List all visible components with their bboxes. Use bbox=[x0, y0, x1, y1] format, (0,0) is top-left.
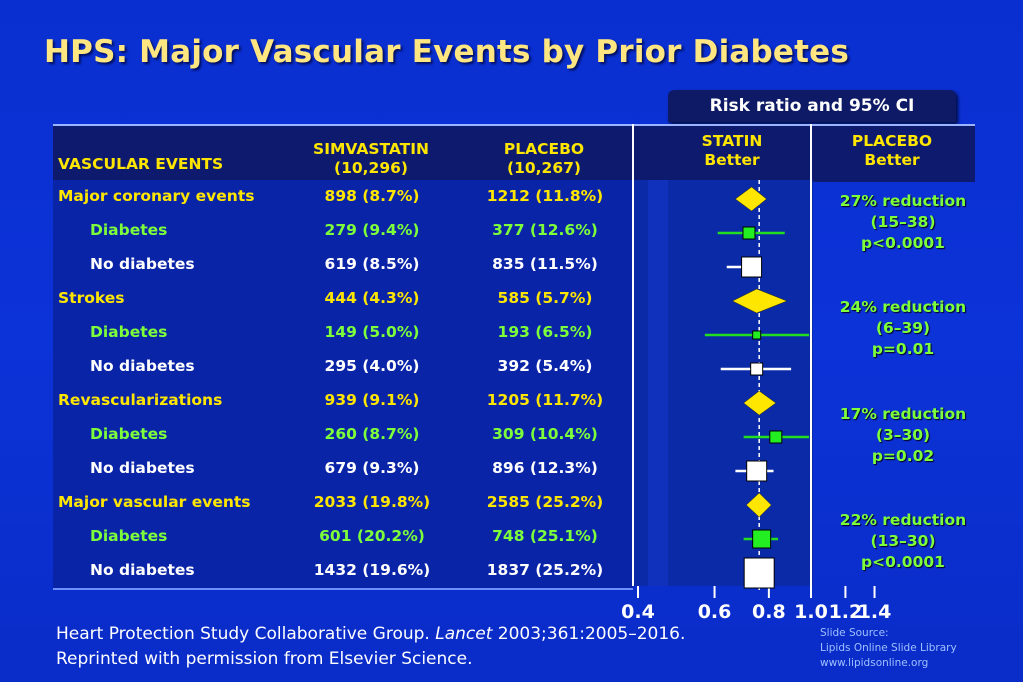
table-row bbox=[53, 282, 633, 316]
table-row bbox=[53, 248, 633, 282]
point-estimate bbox=[752, 330, 762, 340]
placebo-value: 835 (11.5%) bbox=[492, 255, 598, 273]
simvastatin-value: 279 (9.4%) bbox=[324, 221, 420, 239]
point-estimate bbox=[742, 226, 756, 240]
event-label: Revascularizations bbox=[58, 391, 223, 409]
annotation-coronary: 27% reduction (15–38) p<0.0001 bbox=[839, 192, 967, 252]
col-header-placebo-better: PLACEBO Better bbox=[851, 132, 933, 169]
simvastatin-value: 295 (4.0%) bbox=[324, 357, 420, 375]
simvastatin-value: 444 (4.3%) bbox=[324, 289, 420, 307]
table-row bbox=[53, 384, 633, 418]
slide-title: HPS: Major Vascular Events by Prior Diab… bbox=[44, 34, 850, 70]
event-label: Major coronary events bbox=[58, 187, 255, 205]
annotation-major-vascular: 22% reduction (13–30) p<0.0001 bbox=[839, 511, 967, 571]
placebo-value: 748 (25.1%) bbox=[492, 527, 598, 545]
col-header-events: VASCULAR EVENTS bbox=[58, 155, 224, 173]
simvastatin-value: 939 (9.1%) bbox=[324, 391, 420, 409]
simvastatin-value: 149 (5.0%) bbox=[324, 323, 420, 341]
simvastatin-value: 601 (20.2%) bbox=[319, 527, 425, 545]
x-tick-label: 1.2 bbox=[829, 601, 863, 623]
event-label: Diabetes bbox=[90, 221, 168, 239]
x-tick-label: 0.8 bbox=[752, 601, 786, 623]
placebo-value: 377 (12.6%) bbox=[492, 221, 598, 239]
event-label: Diabetes bbox=[90, 527, 168, 545]
placebo-value: 309 (10.4%) bbox=[492, 425, 598, 443]
placebo-value: 1837 (25.2%) bbox=[486, 561, 604, 579]
placebo-value: 193 (6.5%) bbox=[497, 323, 593, 341]
event-label: Strokes bbox=[58, 289, 125, 307]
table-header bbox=[53, 124, 975, 182]
ci-diamond bbox=[734, 186, 767, 212]
event-label: No diabetes bbox=[90, 255, 195, 273]
col-header-simvastatin: SIMVASTATIN (10,296) bbox=[313, 140, 429, 177]
table-row bbox=[53, 350, 633, 384]
point-estimate bbox=[769, 430, 783, 444]
simvastatin-value: 679 (9.3%) bbox=[324, 459, 420, 477]
placebo-value: 392 (5.4%) bbox=[497, 357, 593, 375]
placebo-value: 896 (12.3%) bbox=[492, 459, 598, 477]
event-label: No diabetes bbox=[90, 459, 195, 477]
x-tick-label: 1.4 bbox=[858, 601, 892, 623]
ci-diamond bbox=[731, 288, 788, 314]
placebo-value: 2585 (25.2%) bbox=[486, 493, 604, 511]
simvastatin-value: 1432 (19.6%) bbox=[313, 561, 431, 579]
x-tick-label: 1.0 bbox=[794, 601, 828, 623]
point-estimate bbox=[743, 557, 775, 589]
slide-source: Slide Source: Lipids Online Slide Librar… bbox=[820, 627, 957, 669]
point-estimate bbox=[746, 460, 768, 482]
placebo-value: 585 (5.7%) bbox=[497, 289, 593, 307]
table-row bbox=[53, 214, 633, 248]
annotation-strokes: 24% reduction (6–39) p=0.01 bbox=[839, 298, 967, 358]
col-header-placebo: PLACEBO (10,267) bbox=[503, 140, 585, 177]
ci-diamond bbox=[743, 390, 777, 416]
event-label: Diabetes bbox=[90, 323, 168, 341]
event-label: No diabetes bbox=[90, 357, 195, 375]
simvastatin-value: 898 (8.7%) bbox=[324, 187, 420, 205]
placebo-value: 1205 (11.7%) bbox=[486, 391, 604, 409]
ci-diamond bbox=[745, 492, 772, 518]
plot-area bbox=[633, 180, 813, 586]
simvastatin-value: 2033 (19.8%) bbox=[313, 493, 431, 511]
simvastatin-value: 619 (8.5%) bbox=[324, 255, 420, 273]
point-estimate bbox=[750, 362, 764, 376]
table-row bbox=[53, 180, 633, 214]
point-estimate bbox=[741, 256, 763, 278]
table-row bbox=[53, 486, 633, 520]
x-tick-label: 0.6 bbox=[698, 601, 732, 623]
point-estimate bbox=[752, 529, 772, 549]
table-row bbox=[53, 452, 633, 486]
event-label: Major vascular events bbox=[58, 493, 251, 511]
table-row bbox=[53, 554, 633, 588]
table-row bbox=[53, 418, 633, 452]
placebo-value: 1212 (11.8%) bbox=[486, 187, 604, 205]
table-row bbox=[53, 520, 633, 554]
row-divider bbox=[53, 588, 633, 590]
citation: Heart Protection Study Collaborative Gro… bbox=[56, 624, 686, 669]
annotation-revascularizations: 17% reduction (3–30) p=0.02 bbox=[839, 405, 967, 465]
simvastatin-value: 260 (8.7%) bbox=[324, 425, 420, 443]
event-label: No diabetes bbox=[90, 561, 195, 579]
event-label: Diabetes bbox=[90, 425, 168, 443]
col-header-statin-better: STATIN Better bbox=[701, 132, 763, 169]
plot-header: Risk ratio and 95% CI bbox=[668, 90, 956, 122]
x-tick-label: 0.4 bbox=[621, 601, 655, 623]
table-row bbox=[53, 316, 633, 350]
